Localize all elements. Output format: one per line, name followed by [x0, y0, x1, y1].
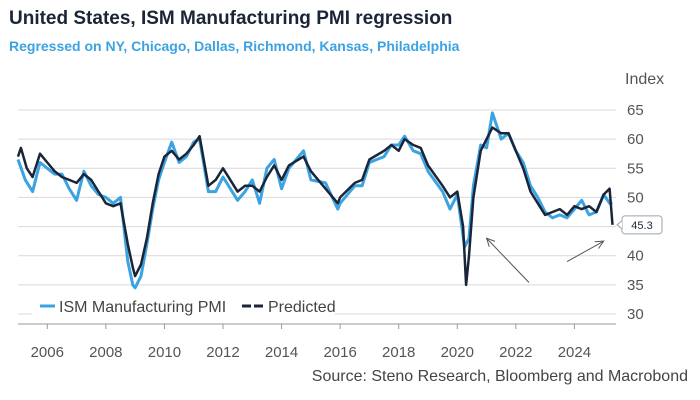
x-tick-label: 2020 [441, 344, 474, 361]
x-tick-label: 2022 [499, 344, 532, 361]
x-tick-label: 2018 [382, 344, 415, 361]
legend-label-ism-pmi: ISM Manufacturing PMI [59, 299, 226, 316]
source-note: Source: Steno Research, Bloomberg and Ma… [311, 368, 688, 385]
y-tick-label: 40 [627, 248, 644, 265]
y-tick-label: 30 [627, 306, 644, 323]
last-value-label: 45.3 [631, 220, 652, 232]
series-line-predicted [16, 126, 614, 287]
annotation-arrow-head [485, 237, 496, 247]
y-tick-label: 60 [627, 131, 644, 148]
y-tick-label: 65 [627, 102, 644, 119]
y-tick-label: 35 [627, 277, 644, 294]
chart-subtitle: Regressed on NY, Chicago, Dallas, Richmo… [9, 38, 460, 54]
x-tick-label: 2016 [323, 344, 356, 361]
last-value-pointer [616, 220, 623, 230]
annotation-arrow-line [566, 240, 604, 262]
x-tick-label: 2014 [265, 344, 298, 361]
x-tick-label: 2024 [558, 344, 591, 361]
y-tick-label: 55 [627, 160, 644, 177]
legend-label-predicted: Predicted [268, 299, 336, 316]
chart-title: United States, ISM Manufacturing PMI reg… [9, 8, 453, 29]
annotation-arrow-line [486, 237, 530, 283]
x-tick-label: 2012 [206, 344, 239, 361]
annotation-arrow-head [594, 240, 605, 249]
x-tick-label: 2008 [89, 344, 122, 361]
x-tick-label: 2006 [31, 344, 64, 361]
x-tick-label: 2010 [148, 344, 181, 361]
y-tick-label: 50 [627, 189, 644, 206]
y-axis-unit-label: Index [625, 71, 665, 88]
legend-background [32, 295, 335, 317]
